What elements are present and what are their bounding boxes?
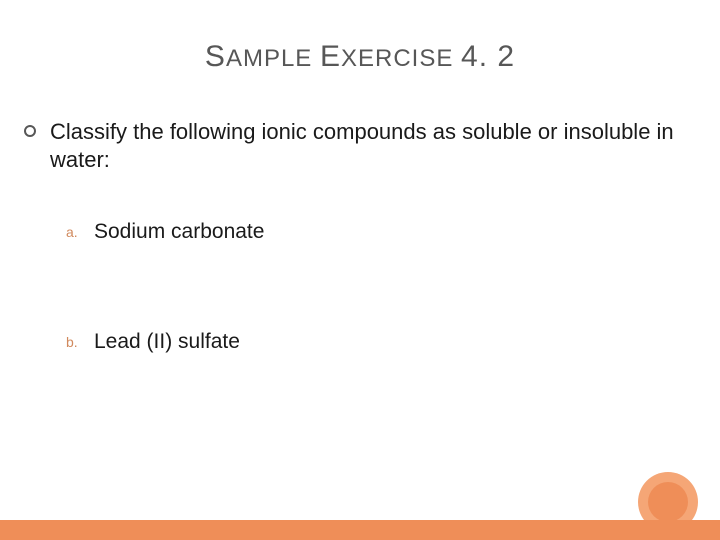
- bottom-accent-bar: [0, 520, 720, 540]
- item-text-a: Sodium carbonate: [94, 220, 264, 244]
- slide: SAMPLE EXERCISE 4. 2 Classify the follow…: [0, 0, 720, 540]
- decor-circle-inner: [648, 482, 688, 522]
- title-word-1-cap: S: [205, 40, 226, 73]
- list-item: b. Lead (II) sulfate: [66, 330, 680, 354]
- bullet-icon: [24, 125, 36, 137]
- item-label-b: b.: [66, 334, 94, 350]
- title-number: 4. 2: [461, 40, 515, 73]
- slide-title: SAMPLE EXERCISE 4. 2: [0, 40, 720, 74]
- item-text-b: Lead (II) sulfate: [94, 330, 240, 354]
- title-word-2-cap: E: [320, 40, 341, 73]
- prompt-text: Classify the following ionic compounds a…: [50, 118, 680, 173]
- list-item: a. Sodium carbonate: [66, 220, 680, 244]
- item-label-a: a.: [66, 224, 94, 240]
- title-word-2-rest: XERCISE: [341, 45, 461, 72]
- title-word-1-rest: AMPLE: [226, 45, 320, 72]
- prompt-row: Classify the following ionic compounds a…: [24, 118, 680, 173]
